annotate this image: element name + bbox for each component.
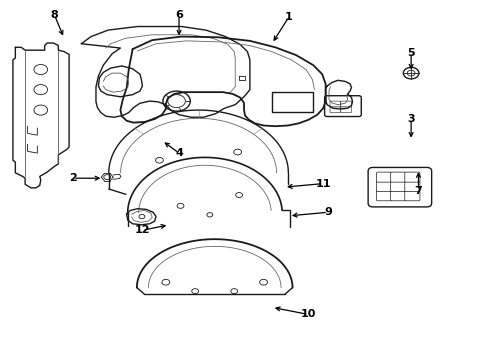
FancyBboxPatch shape <box>325 96 361 117</box>
FancyBboxPatch shape <box>391 172 406 182</box>
FancyBboxPatch shape <box>405 191 420 201</box>
Text: 1: 1 <box>285 12 293 22</box>
FancyBboxPatch shape <box>405 181 420 192</box>
Text: 3: 3 <box>407 114 415 124</box>
FancyBboxPatch shape <box>376 172 392 182</box>
Text: 8: 8 <box>50 10 58 20</box>
Text: 9: 9 <box>324 207 332 217</box>
FancyBboxPatch shape <box>391 181 406 192</box>
FancyBboxPatch shape <box>341 107 351 113</box>
FancyBboxPatch shape <box>330 107 341 113</box>
Text: 4: 4 <box>175 148 183 158</box>
FancyBboxPatch shape <box>341 101 351 107</box>
FancyBboxPatch shape <box>391 191 406 201</box>
Text: 11: 11 <box>316 179 331 189</box>
Text: 12: 12 <box>135 225 150 235</box>
Text: 5: 5 <box>407 48 415 58</box>
FancyBboxPatch shape <box>376 191 392 201</box>
Text: 10: 10 <box>301 310 316 319</box>
FancyBboxPatch shape <box>330 101 341 107</box>
Text: 6: 6 <box>175 10 183 20</box>
Text: 7: 7 <box>415 186 422 196</box>
FancyBboxPatch shape <box>368 167 432 207</box>
FancyBboxPatch shape <box>405 172 420 182</box>
FancyBboxPatch shape <box>376 181 392 192</box>
Text: 2: 2 <box>69 173 77 183</box>
